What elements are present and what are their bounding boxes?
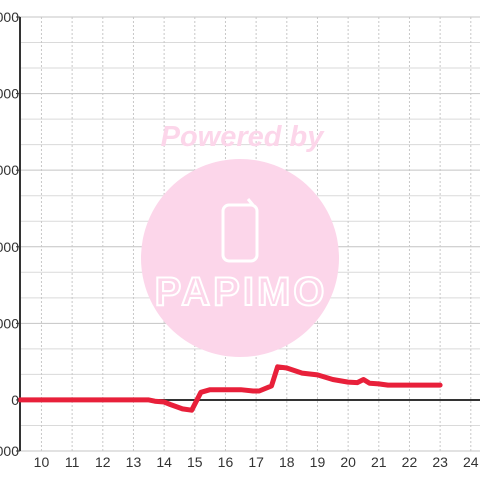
watermark-powered-by-text: Powered by: [161, 121, 326, 153]
y-tick-label: -20,000: [0, 443, 19, 459]
x-tick-label: 13: [126, 454, 142, 470]
x-tick-label: 11: [65, 454, 80, 470]
x-tick-label: 17: [248, 454, 264, 470]
x-tick-label: 10: [34, 454, 50, 470]
y-tick-label: 60,000: [0, 239, 19, 255]
x-tick-label: 19: [310, 454, 326, 470]
y-tick-label: 120,000: [0, 86, 19, 102]
x-tick-label: 15: [187, 454, 203, 470]
x-tick-labels: 10 11 12 13 14 15 16 17 18 19 20 21 22 23 24: [34, 454, 479, 470]
x-tick-label: 23: [432, 454, 448, 470]
y-tick-label: 30,000: [0, 315, 19, 331]
x-tick-label: 12: [95, 454, 111, 470]
watermark: Powered by PAPIMO: [141, 121, 339, 357]
x-tick-label: 21: [371, 454, 387, 470]
series-line: [17, 364, 443, 413]
watermark-circle: [141, 159, 339, 357]
x-tick-label: 18: [279, 454, 295, 470]
y-tick-labels: -20,000 0 30,000 60,000 90,000 120,000 150,000: [0, 9, 19, 459]
x-tick-label: 16: [218, 454, 234, 470]
x-tick-label: 14: [156, 454, 172, 470]
y-tick-label: 0: [11, 392, 19, 408]
watermark-brand-text: PAPIMO: [155, 270, 328, 314]
phone-icon: [221, 198, 259, 263]
series-group: [17, 364, 443, 413]
x-tick-label: 20: [340, 454, 356, 470]
x-tick-label: 24: [463, 454, 479, 470]
x-tick-label: 22: [402, 454, 418, 470]
y-tick-label: 90,000: [0, 162, 19, 178]
y-tick-label: 150,000: [0, 9, 19, 25]
